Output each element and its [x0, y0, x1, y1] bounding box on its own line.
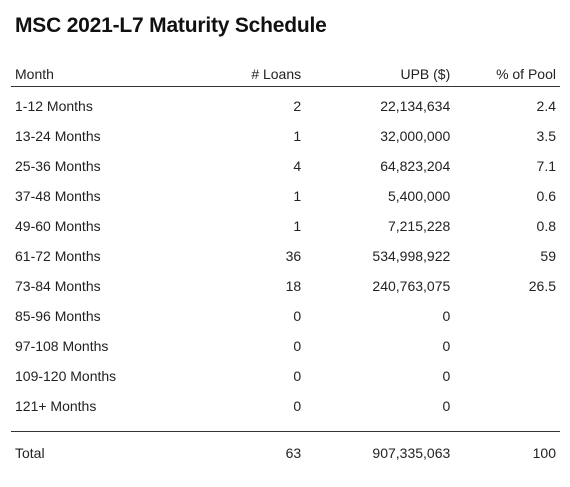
row-loans: 2: [293, 98, 302, 114]
table-row: 1-12 Months 2 22,134,634 2.4: [11, 87, 560, 122]
row-loans: 1: [293, 218, 302, 234]
page-title: MSC 2021-L7 Maturity Schedule: [15, 14, 327, 37]
row-month: 37-48 Months: [15, 188, 101, 204]
row-pct: [454, 361, 560, 391]
table-row: 61-72 Months 36 534,998,922 59: [11, 241, 560, 271]
column-header-upb: UPB ($): [305, 62, 455, 87]
table-spacer: [11, 421, 560, 432]
row-loans: 0: [293, 368, 302, 384]
total-upb: 907,335,063: [305, 431, 455, 473]
table-row: 109-120 Months 0 0: [11, 361, 560, 391]
row-upb: 0: [442, 338, 451, 354]
row-loans: 0: [293, 338, 302, 354]
row-month: 109-120 Months: [15, 368, 117, 384]
row-pct: [454, 391, 560, 421]
total-label: Total: [11, 431, 199, 473]
row-loans: 0: [293, 398, 302, 414]
row-pct: [454, 301, 560, 331]
row-upb: 0: [442, 308, 451, 324]
row-loans: 1: [293, 188, 302, 204]
table-row: 97-108 Months 0 0: [11, 331, 560, 361]
table-row: 49-60 Months 1 7,215,228 0.8: [11, 211, 560, 241]
row-pct: 2.4: [536, 98, 556, 114]
row-month: 49-60 Months: [15, 218, 101, 234]
maturity-schedule-table: Month # Loans UPB ($) % of Pool 1-12 Mon…: [11, 62, 560, 473]
row-loans: 18: [285, 278, 302, 294]
row-upb: 0: [442, 398, 451, 414]
table-row: 73-84 Months 18 240,763,075 26.5: [11, 271, 560, 301]
total-loans: 63: [198, 431, 306, 473]
row-month: 121+ Months: [15, 398, 97, 414]
row-loans: 36: [285, 248, 302, 264]
row-month: 97-108 Months: [15, 338, 109, 354]
row-pct: 0.8: [536, 218, 556, 234]
row-pct: 0.6: [536, 188, 556, 204]
row-upb: 0: [442, 368, 451, 384]
table-row: 25-36 Months 4 64,823,204 7.1: [11, 151, 560, 181]
row-upb: 7,215,228: [387, 218, 451, 234]
row-loans: 1: [293, 128, 302, 144]
row-upb: 534,998,922: [372, 248, 451, 264]
row-upb: 5,400,000: [387, 188, 451, 204]
total-pct: 100: [454, 431, 560, 473]
row-month: 13-24 Months: [15, 128, 101, 144]
column-header-month: Month: [11, 62, 199, 87]
row-upb: 240,763,075: [372, 278, 451, 294]
row-upb: 64,823,204: [380, 158, 451, 174]
table-header-row: Month # Loans UPB ($) % of Pool: [11, 62, 560, 87]
row-pct: 7.1: [536, 158, 556, 174]
table-row: 121+ Months 0 0: [11, 391, 560, 421]
row-upb: 32,000,000: [380, 128, 451, 144]
row-pct: 26.5: [528, 278, 556, 294]
row-month: 85-96 Months: [15, 308, 101, 324]
row-pct: [454, 331, 560, 361]
row-pct: 59: [540, 248, 556, 264]
row-upb: 22,134,634: [380, 98, 451, 114]
row-month: 73-84 Months: [15, 278, 101, 294]
row-pct: 3.5: [536, 128, 556, 144]
table-row: 37-48 Months 1 5,400,000 0.6: [11, 181, 560, 211]
column-header-loans: # Loans: [198, 62, 306, 87]
column-header-pct: % of Pool: [454, 62, 560, 87]
row-month: 61-72 Months: [15, 248, 101, 264]
row-month: 1-12 Months: [15, 98, 93, 114]
row-month: 25-36 Months: [15, 158, 101, 174]
total-row: Total 63 907,335,063 100: [11, 431, 560, 473]
row-loans: 0: [293, 308, 302, 324]
table-row: 13-24 Months 1 32,000,000 3.5: [11, 121, 560, 151]
table-row: 85-96 Months 0 0: [11, 301, 560, 331]
row-loans: 4: [293, 158, 302, 174]
